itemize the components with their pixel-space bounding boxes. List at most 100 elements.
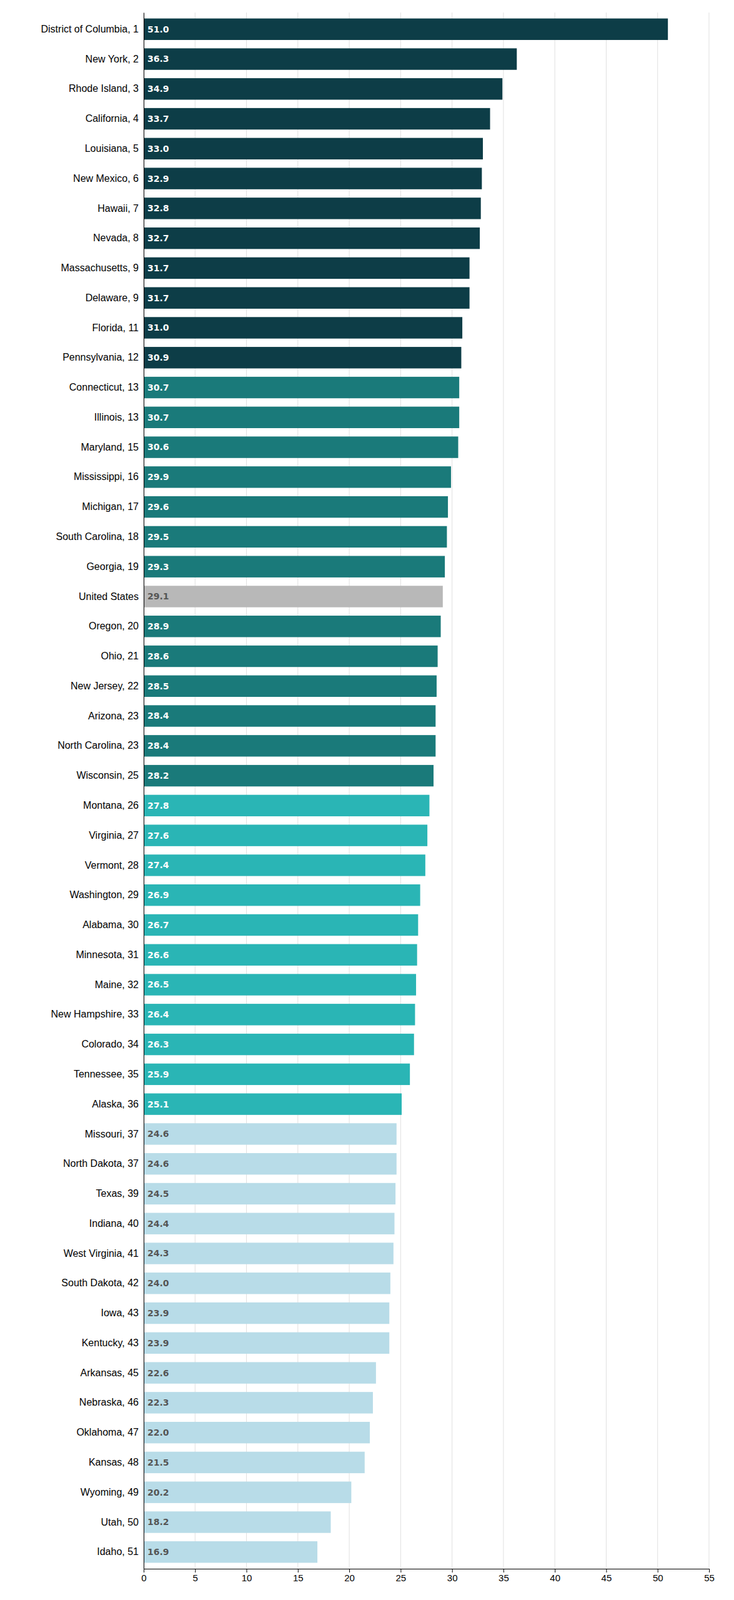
bar [143,1003,415,1025]
y-tick-label: New Jersey, 22 [70,680,139,691]
y-tick: Arkansas, 45 [80,1366,144,1378]
y-tick-label: Nebraska, 46 [79,1396,139,1407]
y-tick: South Dakota, 42 [61,1276,144,1288]
y-tick-label: Kansas, 48 [88,1456,139,1467]
data-label: 31.7 [147,262,170,273]
bar [143,1391,373,1413]
y-tick: Florida, 11 [92,322,144,333]
bar [143,78,503,100]
y-tick: Washington, 29 [69,888,144,900]
bar [143,1301,390,1324]
y-tick: New York, 2 [85,53,144,65]
y-tick-label: Minnesota, 31 [75,948,139,960]
x-tick-label: 55 [704,1571,715,1583]
data-label: 32.9 [147,173,170,184]
y-tick-label: Pennsylvania, 12 [62,351,139,363]
bar [143,1241,394,1264]
y-tick: Nevada, 8 [93,232,144,244]
data-label: 26.9 [147,889,170,900]
bar [143,1212,395,1234]
bar [143,555,445,577]
data-label: 28.4 [147,740,170,751]
bar [143,734,436,756]
data-label: 25.1 [147,1098,170,1109]
y-tick: Wyoming, 49 [80,1486,144,1497]
data-label: 26.3 [147,1038,170,1049]
bar [143,227,480,249]
y-tick-label: Alabama, 30 [82,918,139,930]
y-tick: Alaska, 36 [91,1098,144,1109]
data-label: 18.2 [147,1516,170,1527]
y-tick-label: Massachusetts, 9 [61,262,140,273]
bar [143,764,434,786]
y-tick-label: South Dakota, 42 [61,1276,139,1288]
data-label: 29.1 [147,590,170,601]
bar [143,943,418,966]
y-tick-label: Maryland, 15 [81,441,140,453]
bar [143,1152,397,1174]
y-tick: District of Columbia, 1 [41,23,145,35]
y-tick-label: District of Columbia, 1 [41,23,140,35]
bar [143,18,668,40]
y-tick: Virginia, 27 [88,829,144,841]
bar [143,48,517,70]
bar [143,466,452,488]
x-tick: 15 [292,1567,304,1583]
y-tick: Pennsylvania, 12 [62,351,144,363]
bar [143,1182,396,1204]
x-tick-label: 50 [652,1571,664,1583]
bar [143,1451,365,1473]
data-label: 28.2 [147,770,170,781]
data-label: 26.4 [147,1008,170,1019]
x-tick-label: 5 [193,1571,199,1583]
bar [143,823,428,846]
data-label: 24.3 [147,1247,170,1258]
bar [143,1092,402,1114]
bar [143,436,459,458]
y-tick: Rhode Island, 3 [68,83,144,94]
data-label: 51.0 [147,24,170,35]
y-tick: Missouri, 37 [84,1128,144,1139]
bar [143,704,436,726]
y-tick-label: Arizona, 23 [88,710,139,721]
bar [143,1331,390,1354]
x-axis-line [144,1568,710,1573]
data-label: 24.0 [147,1277,170,1288]
x-tick: 0 [141,1567,147,1583]
x-tick-label: 40 [549,1571,561,1583]
y-tick-label: Texas, 39 [96,1187,140,1199]
data-label: 26.6 [147,949,170,960]
bar [143,675,437,697]
bar [143,1271,391,1294]
bar [143,1361,377,1383]
y-tick-label: Nevada, 8 [93,232,139,244]
x-tick-label: 35 [498,1571,510,1583]
y-tick-label: Indiana, 40 [89,1217,139,1229]
y-tick-label: Connecticut, 13 [69,381,139,393]
y-tick: Colorado, 34 [81,1038,144,1049]
data-label: 31.7 [147,292,170,303]
data-label: 29.3 [147,561,170,572]
bar [143,406,460,428]
y-tick-label: Ohio, 21 [101,650,140,661]
bars [143,18,668,1563]
y-tick-label: Idaho, 51 [96,1545,139,1557]
data-label: 30.7 [147,382,170,393]
data-label: 22.6 [147,1367,170,1378]
data-label: 24.6 [147,1158,170,1169]
y-axis-line [143,13,145,1569]
bar [143,883,421,906]
y-tick-label: California, 4 [85,113,139,124]
y-tick-label: New Mexico, 6 [73,173,139,184]
y-tick-label: Washington, 29 [69,888,139,900]
y-tick-label: Delaware, 9 [85,292,139,303]
bar [143,1122,397,1144]
grid-line [605,12,607,1568]
y-tick-label: Illinois, 13 [94,411,139,423]
data-label: 16.9 [147,1546,170,1557]
data-label: 30.7 [147,412,170,423]
grid [143,12,710,1568]
data-label: 36.3 [147,53,170,64]
bar [143,913,418,936]
y-tick-label: Montana, 26 [83,799,139,811]
